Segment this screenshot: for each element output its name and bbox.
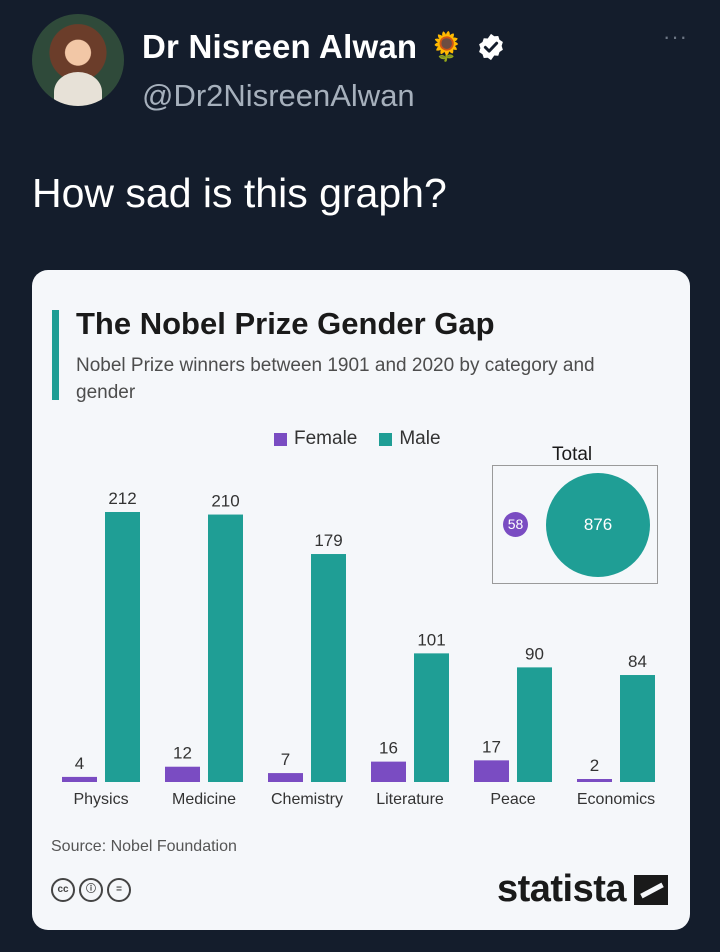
- legend-label-female: Female: [294, 428, 358, 449]
- bar-chemistry-female: [268, 773, 303, 782]
- name-row: Dr Nisreen Alwan 🌻: [142, 28, 506, 66]
- verified-icon: [479, 33, 503, 61]
- data-label-economics-female: 2: [590, 756, 599, 775]
- data-label-medicine-male: 210: [211, 492, 239, 511]
- license-icons: cc ⓘ =: [51, 878, 131, 902]
- data-label-chemistry-male: 179: [314, 531, 342, 550]
- attribution-icon: ⓘ: [79, 878, 103, 902]
- bar-peace-female: [474, 760, 509, 782]
- bar-economics-male: [620, 675, 655, 782]
- avatar[interactable]: [32, 14, 124, 106]
- bar-physics-female: [62, 776, 97, 782]
- category-label-physics: Physics: [73, 791, 128, 808]
- statista-wordmark: statista: [496, 868, 627, 910]
- legend-item-female: Female: [274, 428, 357, 450]
- statista-logo[interactable]: statista: [497, 868, 668, 911]
- total-male-bubble: 876: [546, 473, 650, 577]
- data-label-physics-male: 212: [108, 489, 136, 508]
- bar-peace-male: [517, 667, 552, 782]
- bar-economics-female: [577, 779, 612, 782]
- tweet-text: How sad is this graph?: [32, 170, 447, 216]
- total-box: 58 876: [492, 465, 658, 584]
- sunflower-icon: 🌻: [429, 31, 465, 62]
- source-note: Source: Nobel Foundation: [51, 838, 237, 855]
- legend-label-male: Male: [399, 428, 441, 449]
- total-label: Total: [552, 444, 593, 465]
- title-accent-bar: [52, 310, 59, 400]
- data-label-peace-female: 17: [482, 737, 501, 756]
- bar-literature-male: [414, 653, 449, 782]
- chart-subtitle: Nobel Prize winners between 1901 and 202…: [76, 355, 595, 403]
- display-name[interactable]: Dr Nisreen Alwan: [142, 28, 418, 65]
- data-label-literature-male: 101: [417, 630, 445, 649]
- bar-chart: 4 212 Physics 12 210 Medicine 7 179 Chemistry 16 1…: [62, 489, 655, 808]
- no-derivatives-icon: =: [107, 878, 131, 902]
- cc-icon: cc: [51, 878, 75, 902]
- legend-swatch-female: [274, 432, 287, 446]
- bar-chemistry-male: [311, 554, 346, 782]
- bar-physics-male: [105, 512, 140, 782]
- legend-item-male: Male: [379, 428, 441, 450]
- data-label-chemistry-female: 7: [281, 750, 290, 769]
- bar-literature-female: [371, 761, 406, 782]
- bar-medicine-female: [165, 766, 200, 782]
- bar-medicine-male: [208, 514, 243, 782]
- legend: Female Male: [274, 428, 441, 450]
- data-label-medicine-female: 12: [173, 744, 192, 763]
- data-label-literature-female: 16: [379, 739, 398, 758]
- more-options-icon[interactable]: ···: [663, 24, 688, 49]
- total-female-bubble: 58: [503, 512, 528, 537]
- data-label-economics-male: 84: [628, 652, 647, 671]
- tweet-header: Dr Nisreen Alwan 🌻 @Dr2NisreenAlwan ···: [32, 14, 692, 114]
- category-label-peace: Peace: [490, 791, 535, 808]
- legend-swatch-male: [379, 432, 393, 446]
- handle[interactable]: @Dr2NisreenAlwan: [142, 78, 415, 113]
- statista-logo-icon: [634, 874, 668, 905]
- category-label-literature: Literature: [376, 791, 444, 808]
- category-label-medicine: Medicine: [172, 791, 236, 808]
- data-label-physics-female: 4: [75, 754, 84, 773]
- data-label-peace-male: 90: [525, 644, 544, 663]
- category-label-chemistry: Chemistry: [271, 791, 343, 808]
- chart-title: The Nobel Prize Gender Gap: [76, 306, 495, 341]
- chart-card[interactable]: The Nobel Prize Gender Gap Nobel Prize w…: [32, 270, 690, 930]
- category-label-economics: Economics: [577, 791, 655, 808]
